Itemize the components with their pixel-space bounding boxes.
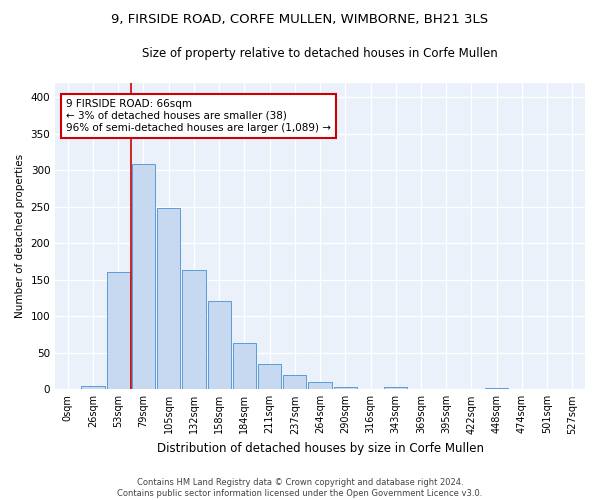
Text: Contains HM Land Registry data © Crown copyright and database right 2024.
Contai: Contains HM Land Registry data © Crown c… xyxy=(118,478,482,498)
Bar xyxy=(485,388,508,390)
Text: 9 FIRSIDE ROAD: 66sqm
← 3% of detached houses are smaller (38)
96% of semi-detac: 9 FIRSIDE ROAD: 66sqm ← 3% of detached h… xyxy=(66,100,331,132)
Text: 9, FIRSIDE ROAD, CORFE MULLEN, WIMBORNE, BH21 3LS: 9, FIRSIDE ROAD, CORFE MULLEN, WIMBORNE,… xyxy=(112,12,488,26)
Bar xyxy=(132,164,155,390)
X-axis label: Distribution of detached houses by size in Corfe Mullen: Distribution of detached houses by size … xyxy=(157,442,484,455)
Title: Size of property relative to detached houses in Corfe Mullen: Size of property relative to detached ho… xyxy=(142,48,498,60)
Bar xyxy=(334,387,357,390)
Y-axis label: Number of detached properties: Number of detached properties xyxy=(15,154,25,318)
Bar xyxy=(283,376,307,390)
Bar xyxy=(384,387,407,390)
Bar xyxy=(157,208,181,390)
Bar xyxy=(182,270,206,390)
Bar xyxy=(208,301,231,390)
Bar xyxy=(107,272,130,390)
Bar xyxy=(82,386,104,390)
Bar xyxy=(434,388,458,390)
Bar xyxy=(258,364,281,390)
Bar xyxy=(308,382,332,390)
Bar xyxy=(233,344,256,390)
